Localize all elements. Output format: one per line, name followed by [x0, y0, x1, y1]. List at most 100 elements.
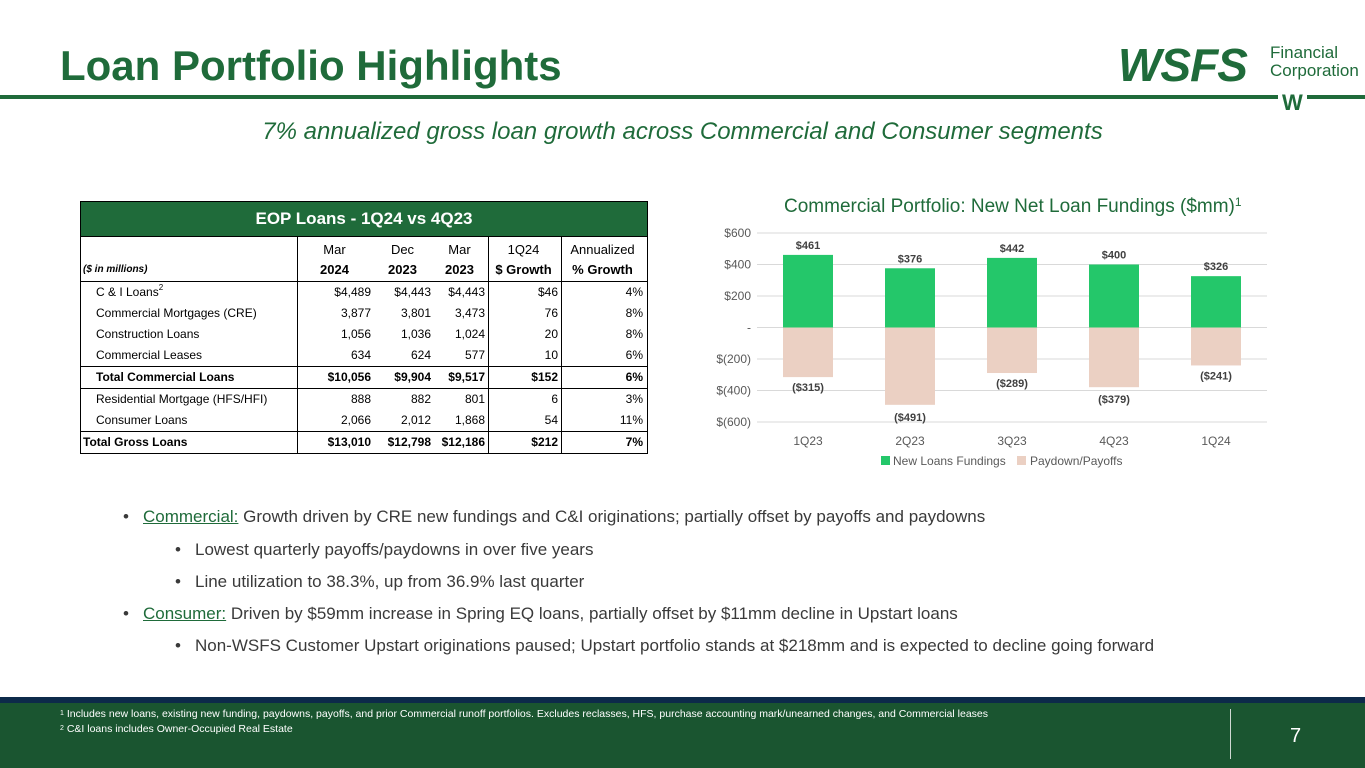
data-label: $461: [796, 240, 820, 252]
table-cell: $12,798: [387, 435, 431, 449]
table-cell: 888: [350, 392, 371, 406]
logo-subtitle-line2: Corporation: [1270, 61, 1359, 80]
footer-accent-bar: [0, 697, 1365, 703]
header-cell: 2024: [320, 262, 349, 277]
bullet-text: Line utilization to 38.3%, up from 36.9%…: [195, 572, 585, 591]
x-tick-label: 4Q23: [1099, 434, 1129, 448]
table-row: Commercial Mortgages (CRE) 3,877 3,801 3…: [81, 303, 647, 324]
header-cell: % Growth: [572, 262, 633, 277]
title-divider: [0, 95, 1365, 99]
table-cell: 2,066: [340, 413, 371, 427]
table-cell: $4,443: [394, 285, 431, 299]
footnote-ref: 1: [1234, 195, 1242, 209]
header-cell: Annualized: [570, 242, 635, 257]
row-label: C & I Loans: [96, 285, 159, 299]
table-cell: 3,801: [400, 306, 431, 320]
bullet-dot: •: [175, 572, 181, 591]
y-tick-label: $(200): [716, 352, 751, 366]
table-row: Residential Mortgage (HFS/HFI) 888 882 8…: [81, 388, 647, 410]
table-row-total: Total Gross Loans $13,010 $12,798 $12,18…: [81, 431, 647, 453]
table-cell: $10,056: [327, 370, 371, 384]
wsfs-logo: WSFS Financial Corporation W: [1118, 42, 1359, 114]
table-cell: 20: [489, 324, 562, 345]
table-cell: $46: [489, 282, 562, 303]
header-cell: Mar: [323, 242, 346, 257]
bullet-commercial: • Commercial: Growth driven by CRE new fu…: [123, 507, 985, 527]
footnote-text: Includes new loans, existing new funding…: [63, 708, 988, 720]
data-label: ($315): [792, 382, 824, 394]
y-tick-label: $200: [724, 289, 751, 303]
table-cell: 54: [489, 410, 562, 431]
table-cell: 10: [489, 345, 562, 366]
sub-bullet: • Lowest quarterly payoffs/paydowns in ov…: [175, 540, 594, 560]
bar-new-fundings: [987, 257, 1037, 328]
bullet-dot: •: [123, 604, 129, 623]
table-cell: 11%: [619, 413, 643, 427]
sub-bullet: • Line utilization to 38.3%, up from 36.9…: [175, 572, 585, 592]
row-label: Consumer Loans: [81, 410, 298, 431]
table-cell: $152: [489, 367, 562, 388]
table-cell: 577: [434, 345, 489, 366]
header-cell: Dec: [390, 242, 415, 257]
chart-title-text: Commercial Portfolio: New Net Loan Fundi…: [784, 196, 1235, 217]
data-label: ($491): [894, 412, 926, 424]
slide-subtitle: 7% annualized gross loan growth across C…: [262, 118, 1103, 145]
table-row: Construction Loans 1,056 1,036 1,024 20 …: [81, 324, 647, 345]
logo-w-mark: W: [1278, 92, 1307, 114]
bullet-text: Lowest quarterly payoffs/paydowns in ove…: [195, 540, 594, 559]
header-cell: Mar: [434, 237, 489, 259]
table-cell: 8%: [625, 306, 643, 320]
data-label: $442: [1000, 243, 1024, 255]
table-row: Consumer Loans 2,066 2,012 1,868 54 11%: [81, 410, 647, 431]
bullet-lead: Commercial:: [143, 507, 239, 526]
sub-bullet: • Non-WSFS Customer Upstart originations …: [175, 636, 1154, 656]
footnote-ref: 2: [158, 283, 164, 292]
bullet-consumer: • Consumer: Driven by $59mm increase in S…: [123, 604, 958, 624]
logo-subtitle: Financial Corporation: [1270, 44, 1359, 80]
table-cell: 3%: [625, 392, 643, 406]
footer: 1 Includes new loans, existing new fundi…: [0, 703, 1365, 768]
table-row-subtotal: Total Commercial Loans $10,056 $9,904 $9…: [81, 366, 647, 388]
footnote-1: 1 Includes new loans, existing new fundi…: [60, 708, 988, 720]
legend-label: New Loans Fundings: [893, 454, 1006, 468]
x-tick-label: 1Q24: [1201, 434, 1231, 448]
data-label: $400: [1102, 250, 1126, 262]
bar-paydowns: [783, 327, 833, 378]
row-label: Commercial Mortgages (CRE): [81, 303, 298, 324]
table-row: C & I Loans2 $4,489 $4,443 $4,443 $46 4%: [81, 281, 647, 303]
table-cell: $212: [489, 432, 562, 453]
table-cell: 1,868: [434, 410, 489, 431]
table-cell: 882: [410, 392, 431, 406]
table-cell: 624: [410, 348, 431, 362]
row-label: Total Gross Loans: [81, 432, 298, 453]
header-cell: 1Q24: [489, 237, 562, 259]
row-label: Commercial Leases: [81, 345, 298, 366]
bullet-dot: •: [175, 636, 181, 655]
bullet-text: Driven by $59mm increase in Spring EQ lo…: [226, 604, 958, 623]
row-label: Residential Mortgage (HFS/HFI): [81, 389, 298, 410]
header-cell: $ Growth: [489, 259, 562, 281]
table-cell: 1,024: [434, 324, 489, 345]
bullet-dot: •: [175, 540, 181, 559]
data-label: ($379): [1098, 394, 1130, 406]
table-cell: 3,877: [340, 306, 371, 320]
table-header-row-2: ($ in millions) 2024 2023 2023 $ Growth …: [81, 259, 647, 281]
legend-label: Paydown/Payoffs: [1030, 454, 1123, 468]
table-cell: 1,036: [400, 327, 431, 341]
table-cell: 2,012: [400, 413, 431, 427]
bullet-dot: •: [123, 507, 129, 526]
bar-paydowns: [987, 327, 1037, 374]
y-tick-label: $(400): [716, 384, 751, 398]
footnote-marker: 1: [60, 710, 64, 717]
table-cell: 6: [489, 389, 562, 410]
eop-loans-table: EOP Loans - 1Q24 vs 4Q23 Mar Dec Mar 1Q2…: [80, 201, 648, 454]
table-cell: 7%: [625, 435, 643, 449]
bar-new-fundings: [783, 254, 833, 328]
bar-new-fundings: [1191, 276, 1241, 328]
table-row: Commercial Leases 634 624 577 10 6%: [81, 345, 647, 366]
legend-swatch: [1017, 456, 1026, 465]
fundings-bar-chart: $600 $400 $200 - $(200) $(400) $(600) $461 ($315…: [716, 226, 1267, 468]
table-cell: $4,489: [334, 285, 371, 299]
x-tick-label: 2Q23: [895, 434, 925, 448]
legend-swatch: [881, 456, 890, 465]
